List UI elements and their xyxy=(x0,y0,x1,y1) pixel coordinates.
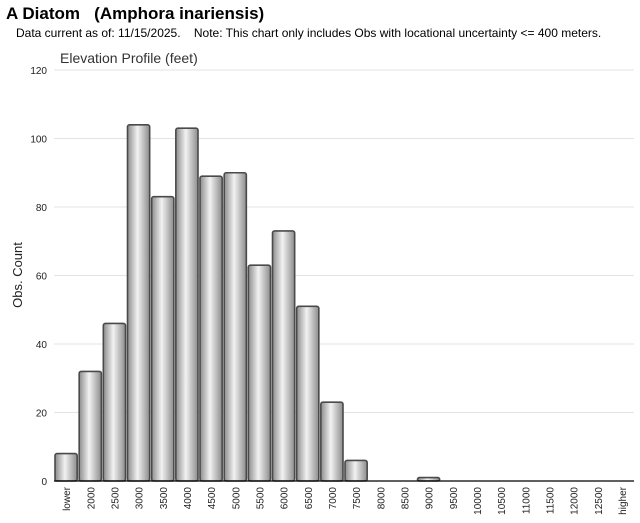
y-tick-label: 0 xyxy=(41,477,47,488)
x-tick-label: 5500 xyxy=(255,487,266,510)
bar-2500 xyxy=(102,322,127,482)
x-tick-label: 3000 xyxy=(135,487,146,510)
bar-4500 xyxy=(199,175,223,482)
chart-title: Elevation Profile (feet) xyxy=(60,50,198,66)
x-tick-label: 8000 xyxy=(376,487,387,510)
bar-6500 xyxy=(295,305,320,482)
bar-2000 xyxy=(78,370,103,482)
x-tick-label: 11500 xyxy=(545,487,556,515)
data-note: Data current as of: 11/15/2025. Note: Th… xyxy=(16,26,602,40)
bar-3000 xyxy=(126,124,151,482)
bar-lower xyxy=(54,452,78,482)
x-tick-label: 2000 xyxy=(86,487,97,510)
x-tick-label: 10500 xyxy=(497,487,508,515)
bar-6000 xyxy=(271,230,296,482)
y-tick-label: 100 xyxy=(30,135,47,146)
x-tick-label: 7500 xyxy=(352,487,363,510)
x-tick-label: 4000 xyxy=(183,487,194,510)
x-tick-label: 9500 xyxy=(449,487,460,510)
x-tick-label: 5000 xyxy=(231,487,242,510)
y-tick-label: 60 xyxy=(36,272,48,283)
bars xyxy=(54,124,441,482)
x-tick-label: higher xyxy=(618,486,629,514)
bar-3500 xyxy=(150,195,175,482)
x-tick-label: 6000 xyxy=(280,487,291,510)
y-axis-ticks: 0 20 40 60 80 100 120 xyxy=(30,66,47,488)
x-tick-label: 12000 xyxy=(570,487,581,515)
y-tick-label: 120 xyxy=(30,66,47,77)
bar-7500 xyxy=(344,459,368,482)
x-tick-label: 11000 xyxy=(521,487,532,515)
bar-5000 xyxy=(223,171,248,482)
bar-7000 xyxy=(320,401,344,482)
page-title: A Diatom (Amphora inariensis) xyxy=(6,4,265,23)
x-tick-label: 10000 xyxy=(473,487,484,515)
x-tick-label: 2500 xyxy=(110,487,121,510)
x-tick-label: 6500 xyxy=(304,487,315,510)
y-axis-label: Obs. Count xyxy=(10,242,25,308)
y-tick-label: 40 xyxy=(36,340,48,351)
grid-lines xyxy=(54,69,634,482)
x-tick-label: 8500 xyxy=(400,487,411,510)
x-tick-label: lower xyxy=(62,486,73,511)
x-tick-label: 12500 xyxy=(594,487,605,515)
bar-4000 xyxy=(175,127,199,482)
y-tick-label: 80 xyxy=(36,203,48,214)
x-tick-label: 4500 xyxy=(207,487,218,510)
bar-5500 xyxy=(247,264,272,482)
x-tick-label: 9000 xyxy=(425,487,436,510)
x-tick-label: 7000 xyxy=(328,487,339,510)
x-tick-label: 3500 xyxy=(159,487,170,510)
y-tick-label: 20 xyxy=(36,409,48,420)
x-axis-ticks: lower 2000 2500 3000 3500 4000 4500 5000 5500 600… xyxy=(62,486,629,514)
